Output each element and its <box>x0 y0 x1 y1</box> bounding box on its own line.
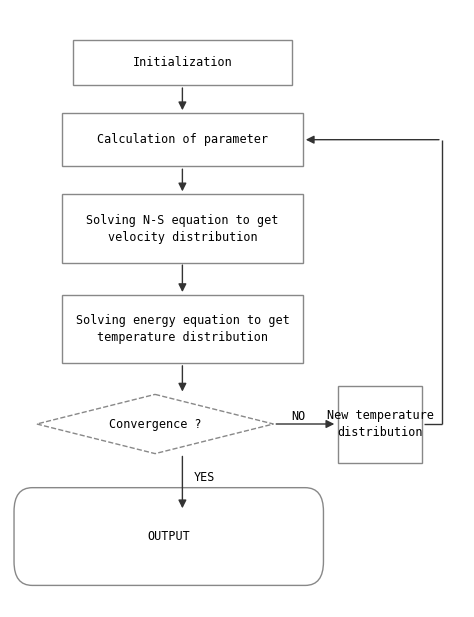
FancyBboxPatch shape <box>62 113 303 167</box>
FancyBboxPatch shape <box>73 41 292 85</box>
FancyBboxPatch shape <box>14 487 323 586</box>
Text: Solving N-S equation to get
velocity distribution: Solving N-S equation to get velocity dis… <box>86 213 279 244</box>
Text: New temperature
distribution: New temperature distribution <box>327 409 434 439</box>
Text: Initialization: Initialization <box>133 56 232 69</box>
FancyBboxPatch shape <box>62 295 303 363</box>
Text: NO: NO <box>292 410 306 423</box>
Text: YES: YES <box>194 471 215 484</box>
Polygon shape <box>37 394 273 453</box>
Text: OUTPUT: OUTPUT <box>147 530 190 543</box>
Text: Calculation of parameter: Calculation of parameter <box>97 133 268 146</box>
FancyBboxPatch shape <box>338 386 422 463</box>
Text: Solving energy equation to get
temperature distribution: Solving energy equation to get temperatu… <box>75 314 289 344</box>
FancyBboxPatch shape <box>62 194 303 263</box>
Text: Convergence ?: Convergence ? <box>109 418 201 431</box>
